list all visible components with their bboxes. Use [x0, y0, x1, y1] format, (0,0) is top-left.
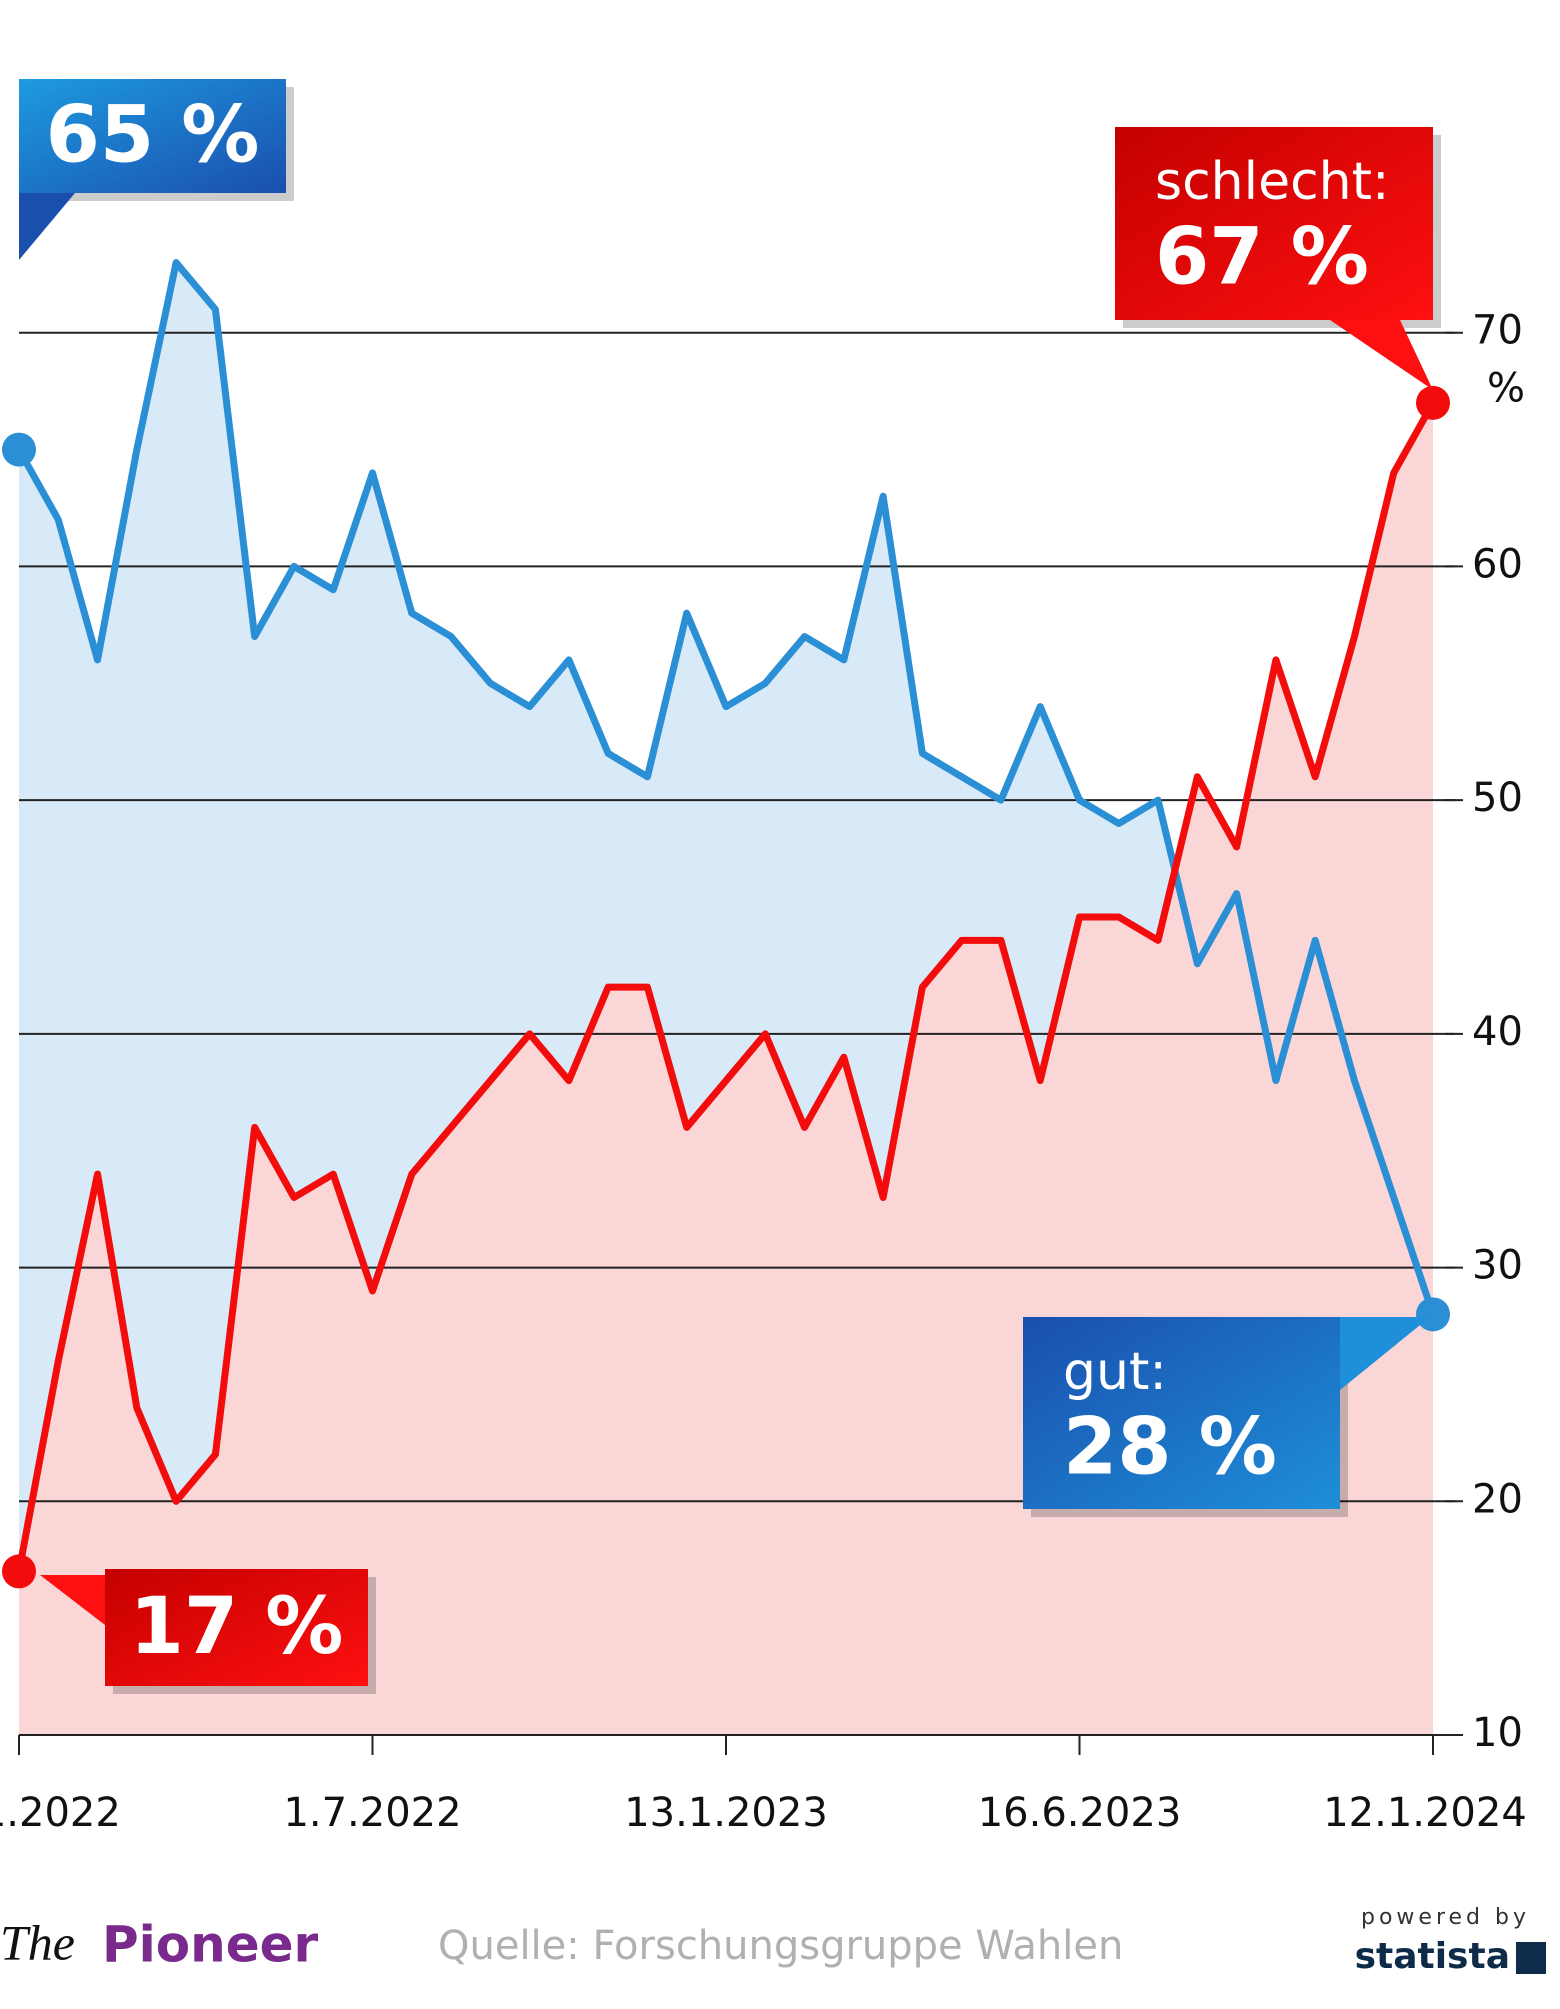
end-dot	[2, 432, 36, 467]
end-dot	[2, 1554, 36, 1589]
portrait	[410, 470, 1205, 820]
callout-tail	[19, 193, 75, 260]
line	[15, 259, 1437, 1316]
line	[15, 401, 1437, 1573]
y-unit: %	[1487, 366, 1525, 412]
callout-name: gut:	[1063, 1342, 1167, 1402]
y-tick-label: 40	[1472, 1009, 1523, 1055]
powered-by: powered by	[1361, 1905, 1530, 1930]
x-tick-label: 16.6.2023	[978, 1790, 1182, 1836]
y-tick-label: 60	[1472, 541, 1523, 587]
callout-tail	[1340, 1317, 1430, 1390]
x-tick-label: 13.1.2023	[624, 1790, 828, 1836]
callout-tail	[1330, 320, 1433, 390]
y-tick-label: 70	[1472, 308, 1523, 354]
source: Quelle: Forschungsgruppe Wahlen	[438, 1923, 1123, 1969]
end-dot	[1416, 1297, 1450, 1332]
x-tick-label: 1.7.2022	[283, 1790, 461, 1836]
y-tick-label: 30	[1472, 1243, 1523, 1289]
value-label: 65 %	[46, 90, 260, 180]
callout-tail	[40, 1575, 105, 1625]
statista: statista	[1355, 1936, 1510, 1977]
callout-name: schlecht:	[1155, 152, 1390, 212]
callout	[19, 79, 286, 193]
y-tick-label: 50	[1472, 775, 1523, 821]
brand-the: The	[0, 1914, 75, 1970]
value-label: 67 %	[1155, 212, 1369, 302]
x-tick-label: 12.1.2024	[1323, 1790, 1527, 1836]
y-tick-label: 10	[1472, 1710, 1523, 1756]
x-tick-label: 14.1.2022	[0, 1790, 121, 1836]
callout	[105, 1569, 368, 1686]
y-tick-label: 20	[1472, 1476, 1523, 1522]
end-dot	[1416, 385, 1450, 420]
value-label: 17 %	[130, 1582, 344, 1672]
statista-logo	[1516, 1942, 1546, 1974]
callout	[1023, 1317, 1340, 1509]
brand-pioneer: Pioneer	[102, 1916, 319, 1974]
callout	[1115, 127, 1433, 320]
value-label: 28 %	[1063, 1402, 1277, 1492]
